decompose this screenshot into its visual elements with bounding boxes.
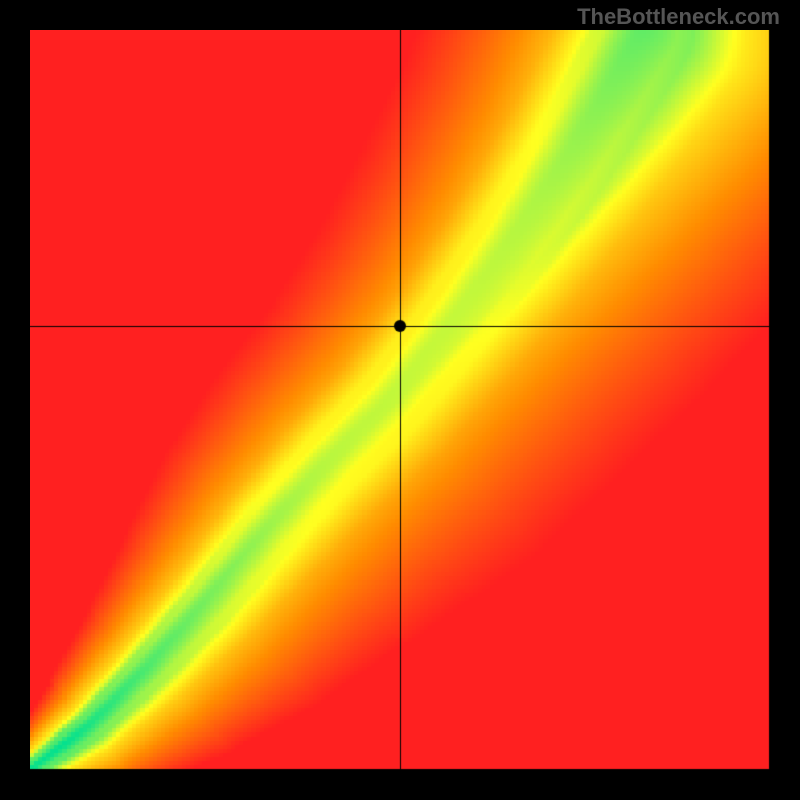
plot-area — [30, 30, 770, 770]
bottleneck-heatmap — [30, 30, 770, 770]
watermark-text: TheBottleneck.com — [577, 4, 780, 30]
